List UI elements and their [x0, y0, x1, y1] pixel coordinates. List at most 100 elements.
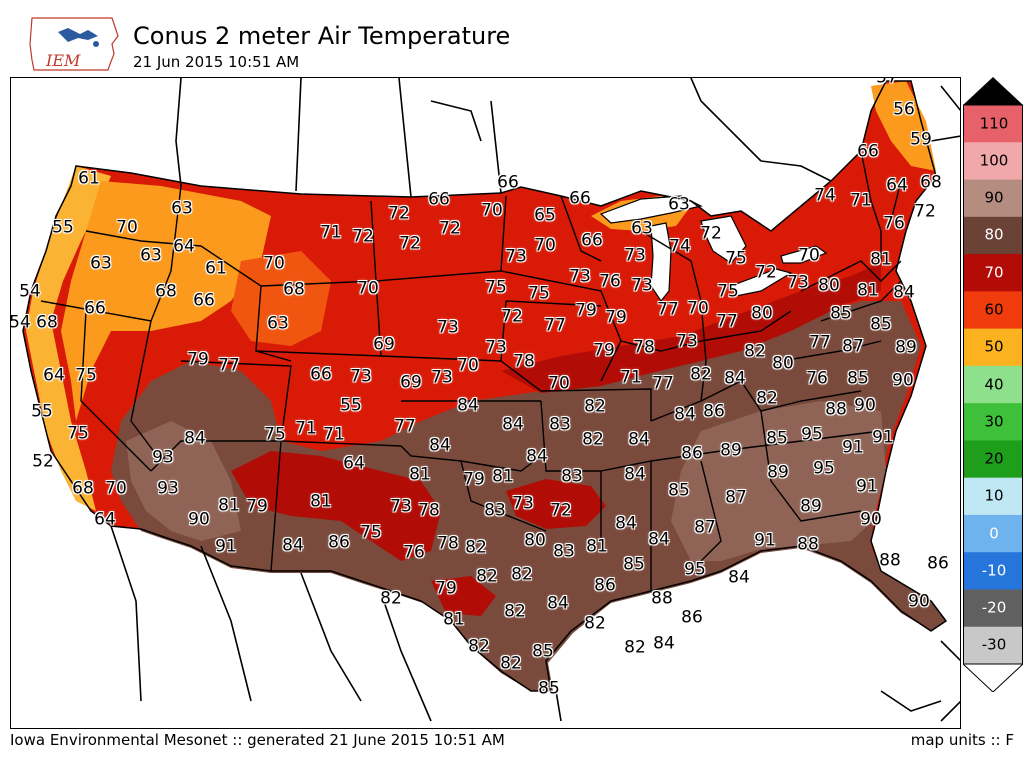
- station-temperature: 81: [492, 466, 514, 487]
- station-temperature: 88: [825, 399, 847, 420]
- station-temperature: 70: [263, 253, 285, 274]
- colorbar-band: [963, 142, 1023, 181]
- station-temperature: 77: [394, 416, 416, 437]
- station-temperature: 85: [830, 303, 852, 324]
- station-temperature: 89: [800, 496, 822, 517]
- station-temperature: 70: [534, 235, 556, 256]
- station-temperature: 82: [500, 653, 522, 674]
- station-temperature: 80: [524, 530, 546, 551]
- station-temperature: 84: [653, 633, 675, 654]
- station-temperature: 70: [548, 373, 570, 394]
- station-temperature: 73: [437, 317, 459, 338]
- station-temperature: 71: [295, 418, 317, 439]
- station-temperature: 75: [485, 277, 507, 298]
- colorbar-tick-label: 60: [984, 300, 1004, 319]
- station-temperature: 73: [431, 367, 453, 388]
- station-temperature: 73: [390, 496, 412, 517]
- international-borders: [110, 78, 960, 722]
- station-temperature: 95: [801, 424, 823, 445]
- colorbar-band: [963, 626, 1023, 665]
- colorbar-tick-label: -10: [981, 561, 1007, 580]
- station-temperature: 91: [856, 476, 878, 497]
- station-temperature: 63: [90, 253, 112, 274]
- station-temperature: 81: [409, 464, 431, 485]
- station-temperature: 63: [631, 218, 653, 239]
- station-temperature: 95: [684, 559, 706, 580]
- station-temperature: 76: [599, 271, 621, 292]
- station-temperature: 87: [725, 487, 747, 508]
- station-temperature: 72: [914, 201, 936, 222]
- station-temperature: 82: [584, 613, 606, 634]
- lake-huron: [700, 215, 747, 264]
- station-temperature: 82: [690, 364, 712, 385]
- station-temperature: 73: [624, 245, 646, 266]
- station-temperature: 75: [360, 522, 382, 543]
- station-temperature: 85: [668, 480, 690, 501]
- iem-logo: IEM: [28, 14, 120, 74]
- station-temperature: 55: [31, 401, 53, 422]
- colorbar-band: [963, 328, 1023, 367]
- station-temperature: 66: [84, 298, 106, 319]
- colorbar-bands: [963, 104, 1023, 665]
- station-temperature: 79: [605, 307, 627, 328]
- station-temperature: 77: [652, 373, 674, 394]
- station-temperature: 84: [615, 513, 637, 534]
- colorbar-tick-label: 100: [979, 151, 1009, 170]
- station-temperature: 81: [870, 249, 892, 270]
- southeast-light-zone: [671, 401, 886, 561]
- station-temperature: 82: [511, 564, 533, 585]
- station-temperature: 66: [581, 230, 603, 251]
- station-temperature: 55: [340, 395, 362, 416]
- station-temperature: 66: [857, 141, 879, 162]
- station-temperature: 80: [818, 275, 840, 296]
- station-temperature: 79: [187, 349, 209, 370]
- station-temperature: 81: [857, 280, 879, 301]
- station-temperature: 88: [797, 534, 819, 555]
- station-temperature: 91: [754, 530, 776, 551]
- south-plains-cool-pocket: [231, 451, 441, 561]
- station-temperature: 63: [267, 313, 289, 334]
- station-temperature: 70: [481, 200, 503, 221]
- station-temperature: 70: [105, 478, 127, 499]
- station-temperature: 86: [681, 443, 703, 464]
- station-temperature: 85: [870, 314, 892, 335]
- station-temperature: 74: [814, 185, 836, 206]
- station-temperature: 68: [155, 281, 177, 302]
- station-temperature: 71: [323, 424, 345, 445]
- station-temperature: 82: [380, 588, 402, 609]
- station-temperature: 66: [310, 364, 332, 385]
- station-temperature: 56: [893, 99, 915, 120]
- station-temperature: 83: [553, 541, 575, 562]
- station-temperature: 70: [798, 245, 820, 266]
- station-temperature: 91: [872, 427, 894, 448]
- station-temperature: 86: [594, 575, 616, 596]
- temperature-map: 57 56 59 66 64 68 74 71 72 76 61 66 66 66 63 63 72 70 65 55…: [10, 77, 961, 729]
- station-temperature: 93: [157, 478, 179, 499]
- station-temperature: 82: [582, 429, 604, 450]
- station-temperature: 90: [860, 509, 882, 530]
- colorbar-band: [963, 477, 1023, 516]
- station-temperature: 72: [352, 226, 374, 247]
- station-temperature: 72: [501, 306, 523, 327]
- station-temperature: 82: [468, 636, 490, 657]
- station-temperature: 72: [550, 500, 572, 521]
- station-temperature: 76: [403, 542, 425, 563]
- lake-ontario: [780, 245, 828, 264]
- station-temperature: 72: [439, 218, 461, 239]
- colorbar-tick-label: 20: [984, 449, 1004, 468]
- station-temperature: 84: [457, 395, 479, 416]
- station-temperature: 77: [716, 311, 738, 332]
- station-temperature: 90: [854, 395, 876, 416]
- station-temperature: 85: [623, 554, 645, 575]
- colorbar-band: [963, 254, 1023, 292]
- station-temperature: 73: [631, 275, 653, 296]
- station-temperature: 78: [418, 500, 440, 521]
- northeast-warm-zone: [871, 81, 936, 171]
- station-temperature: 84: [728, 567, 750, 588]
- station-temperature: 89: [767, 462, 789, 483]
- station-temperature: 71: [320, 222, 342, 243]
- station-temperature: 85: [532, 641, 554, 662]
- station-temperature: 75: [528, 283, 550, 304]
- colorbar-tick-label: -20: [981, 598, 1007, 617]
- temperature-colorbar: [963, 77, 1023, 692]
